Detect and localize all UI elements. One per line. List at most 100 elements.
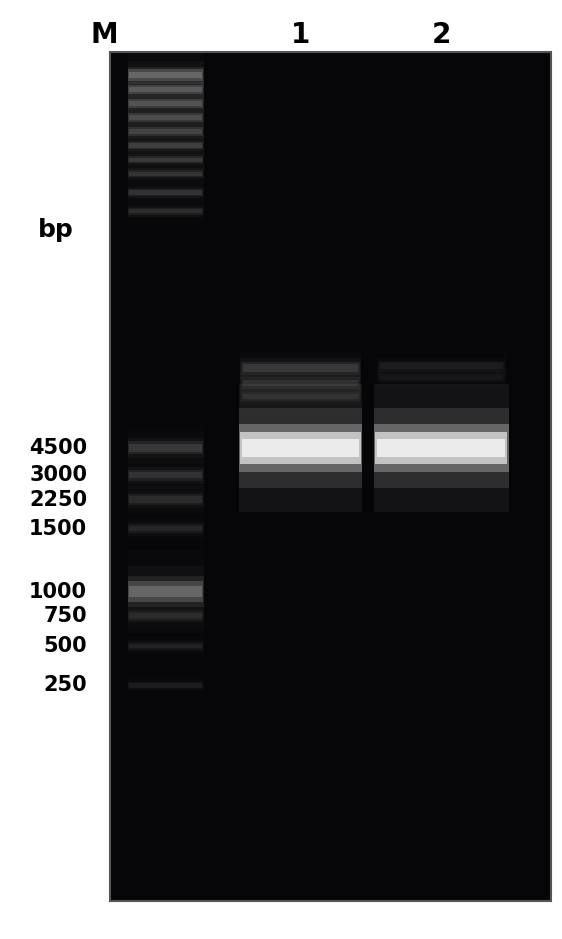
Bar	[128, 524, 203, 533]
Bar	[129, 644, 202, 648]
Bar	[128, 196, 204, 226]
Bar	[128, 119, 204, 143]
Text: 250: 250	[43, 675, 87, 696]
Bar	[128, 521, 204, 535]
Bar	[129, 100, 202, 106]
Bar	[128, 164, 204, 183]
Bar	[128, 597, 204, 635]
Bar	[128, 187, 204, 198]
Bar	[128, 113, 204, 150]
Bar	[128, 177, 204, 208]
Bar	[128, 53, 204, 98]
Bar	[241, 362, 360, 375]
Bar	[128, 453, 204, 498]
Bar	[129, 86, 202, 92]
Text: 2: 2	[432, 21, 451, 49]
Text: 1500: 1500	[29, 518, 87, 539]
Bar	[240, 369, 361, 397]
Bar	[128, 441, 203, 454]
Bar	[128, 640, 204, 652]
Bar	[129, 172, 202, 176]
Bar	[128, 680, 204, 691]
Bar	[128, 491, 204, 508]
Bar	[128, 131, 204, 161]
Bar	[241, 392, 360, 401]
Bar	[377, 370, 506, 384]
Bar	[128, 438, 204, 457]
Bar	[129, 613, 202, 619]
Bar	[240, 384, 361, 408]
Bar	[128, 127, 203, 136]
Bar	[129, 158, 202, 162]
Bar	[128, 99, 204, 136]
Bar	[128, 670, 204, 700]
Bar	[240, 389, 361, 403]
Bar	[128, 136, 204, 155]
Bar	[380, 375, 502, 380]
Bar	[240, 351, 361, 384]
Bar	[375, 432, 507, 464]
Bar	[128, 461, 204, 489]
Bar	[128, 202, 204, 221]
Bar	[380, 363, 502, 369]
Text: 1000: 1000	[29, 581, 87, 602]
Bar	[243, 364, 359, 372]
Text: 3000: 3000	[29, 465, 87, 485]
Bar	[128, 91, 204, 115]
Bar	[128, 145, 204, 175]
Bar	[128, 150, 204, 169]
Bar	[128, 550, 204, 633]
Bar	[128, 206, 204, 217]
Bar	[128, 96, 204, 110]
Bar	[239, 424, 362, 471]
Bar	[128, 605, 204, 628]
Bar	[129, 115, 202, 120]
Bar	[128, 565, 204, 618]
Bar	[378, 361, 505, 372]
Bar	[378, 373, 505, 382]
Bar	[128, 510, 204, 547]
Bar	[374, 384, 509, 512]
Bar	[128, 85, 204, 122]
Bar	[377, 352, 506, 380]
Bar	[240, 377, 361, 415]
Bar	[128, 631, 204, 661]
Text: 4500: 4500	[29, 438, 87, 458]
Bar	[374, 424, 509, 471]
Bar	[129, 191, 202, 194]
Bar	[128, 581, 203, 602]
Bar	[128, 189, 203, 196]
Bar	[129, 444, 202, 452]
Bar	[128, 611, 203, 621]
Text: 750: 750	[43, 606, 87, 626]
Bar	[240, 361, 361, 406]
Bar	[128, 77, 204, 100]
Bar	[243, 380, 359, 386]
Bar	[128, 140, 204, 151]
Text: 2250: 2250	[29, 489, 87, 510]
Text: 1: 1	[291, 21, 310, 49]
Bar	[128, 494, 203, 505]
Bar	[128, 99, 203, 108]
Bar	[128, 183, 204, 202]
Bar	[374, 408, 509, 488]
Bar	[128, 642, 203, 650]
Bar	[128, 422, 204, 474]
Bar	[128, 142, 203, 149]
Bar	[128, 105, 204, 129]
Bar	[128, 168, 204, 179]
Bar	[128, 154, 204, 165]
Bar	[377, 358, 506, 375]
Bar	[128, 467, 204, 484]
Bar	[377, 359, 506, 396]
Bar	[128, 477, 204, 522]
Bar	[128, 637, 204, 655]
Bar	[128, 82, 204, 96]
Bar	[129, 209, 202, 213]
Text: 500: 500	[43, 636, 87, 656]
Bar	[129, 586, 202, 597]
Bar	[128, 682, 203, 689]
Bar	[128, 676, 204, 695]
Bar	[128, 85, 203, 94]
Bar	[128, 156, 203, 163]
